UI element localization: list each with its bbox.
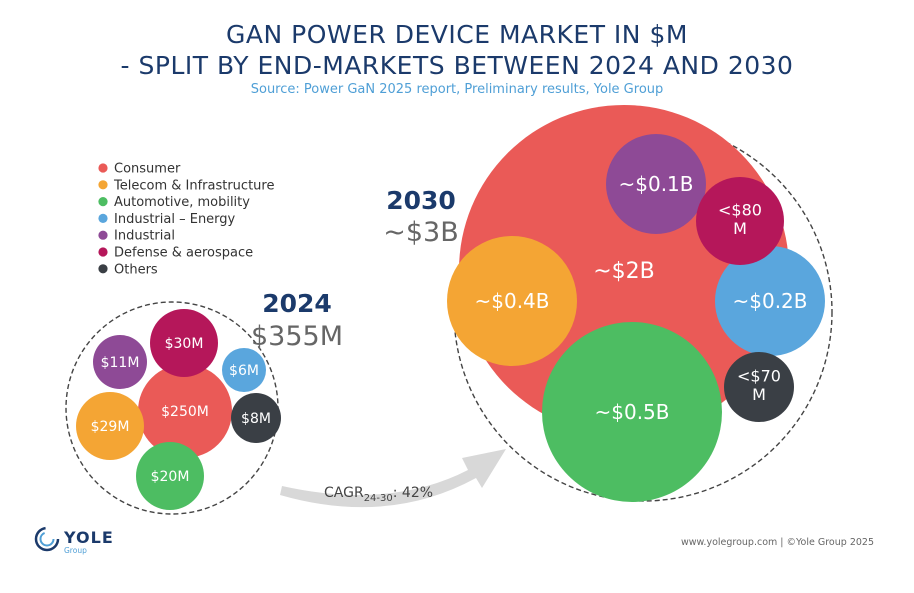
bubble-group-2024: $250M $30M $29M $20M $11M $8M $6M 2024 $355M <box>65 289 343 515</box>
year-label-2024: 2024 <box>262 289 332 318</box>
bubble-label-2030-defense-aerospace: <$80 M <box>718 200 762 237</box>
bubble-2030-defense-aerospace <box>696 177 784 265</box>
bubble-label-2024-industrial-energy: $6M <box>229 363 259 379</box>
yole-logo: YOLE Group <box>34 526 144 558</box>
legend-dot-industrial-energy <box>98 213 108 223</box>
cagr-label: CAGR24-30: 42% <box>324 485 433 504</box>
chart-title-line1: GAN POWER DEVICE MARKET IN $M <box>226 20 688 49</box>
chart-title-line2: - SPLIT BY END-MARKETS BETWEEN 2024 AND … <box>120 51 794 80</box>
bubble-group-2030: ~$2B ~$0.5B ~$0.4B ~$0.2B ~$0.1B <$80 M <$70 M 20… <box>383 105 833 502</box>
bubble-label-2024-consumer: $250M <box>161 404 209 420</box>
bubble-label-2030-telecom-infrastructure: ~$0.4B <box>474 289 549 313</box>
bubble-label-2024-industrial: $11M <box>101 355 140 371</box>
bubble-2030-automotive-mobility <box>542 322 722 502</box>
legend-label-others: Others <box>114 262 158 277</box>
bubble-2024-automotive-mobility <box>136 442 204 510</box>
total-label-2024: $355M <box>251 321 343 352</box>
bubble-label-2030-automotive-mobility: ~$0.5B <box>594 400 669 424</box>
bubble-label-2030-industrial: ~$0.1B <box>618 172 693 196</box>
footer-text: www.yolegroup.com | ©Yole Group 2025 <box>681 537 874 548</box>
legend-label-consumer: Consumer <box>114 162 181 177</box>
year-label-2030: 2030 <box>386 186 456 215</box>
bubble-2024-consumer <box>138 364 232 458</box>
legend-label-automotive-mobility: Automotive, mobility <box>114 195 250 210</box>
legend-label-telecom-infrastructure: Telecom & Infrastructure <box>113 178 274 193</box>
bubble-label-2024-telecom-infrastructure: $29M <box>91 419 130 435</box>
cagr-arrow <box>280 449 506 508</box>
bubble-2024-industrial <box>93 335 147 389</box>
bubble-2024-others <box>231 393 281 443</box>
bubble-2030-industrial <box>606 134 706 234</box>
bubble-2024-telecom-infrastructure <box>76 392 144 460</box>
bubble-label-2024-automotive-mobility: $20M <box>151 469 190 485</box>
bubble-2024-industrial-energy <box>222 348 266 392</box>
chart-source: Source: Power GaN 2025 report, Prelimina… <box>250 82 664 97</box>
legend-dot-defense-aerospace <box>98 247 108 257</box>
legend-dot-industrial <box>98 230 108 240</box>
legend-dot-telecom-infrastructure <box>98 180 108 190</box>
total-label-2030: ~$3B <box>383 217 459 248</box>
bubble-label-2024-others: $8M <box>241 411 271 427</box>
bubble-label-2030-consumer: ~$2B <box>593 259 655 284</box>
legend-dot-automotive-mobility <box>98 197 108 207</box>
bubble-label-2024-defense-aerospace: $30M <box>165 336 204 352</box>
yole-ring-icon <box>34 526 60 552</box>
legend-label-industrial-energy: Industrial – Energy <box>114 212 236 227</box>
bubble-label-2030-others: <$70 M <box>737 366 781 403</box>
logo-sub: Group <box>64 546 87 555</box>
legend-label-defense-aerospace: Defense & aerospace <box>114 246 253 261</box>
bubble-2030-industrial-energy <box>715 246 825 356</box>
bubble-2024-defense-aerospace <box>150 309 218 377</box>
logo-name: YOLE <box>64 528 114 547</box>
bubble-label-2030-industrial-energy: ~$0.2B <box>732 289 807 313</box>
bubble-2030-others <box>724 352 794 422</box>
legend-dot-others <box>98 264 108 274</box>
bubble-2030-telecom-infrastructure <box>447 236 577 366</box>
legend-label-industrial: Industrial <box>114 229 175 244</box>
legend-dot-consumer <box>98 163 108 173</box>
